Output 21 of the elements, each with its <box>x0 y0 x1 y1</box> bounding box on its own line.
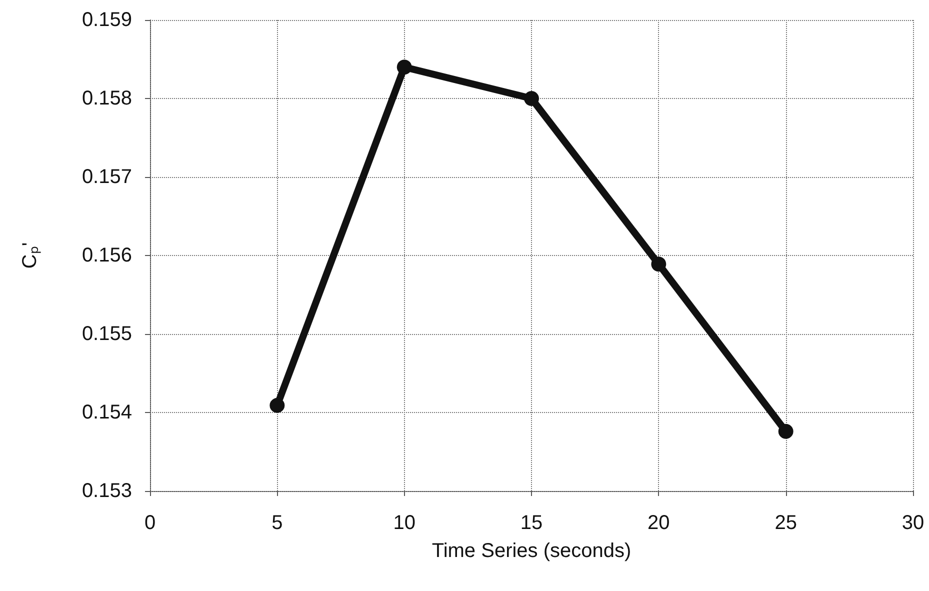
x-tick-label: 10 <box>393 512 416 534</box>
x-axis-title: Time Series (seconds) <box>432 540 632 562</box>
point <box>396 60 412 75</box>
x-tick-label: 15 <box>520 512 543 534</box>
y-axis-title: Cₚ' <box>19 242 41 269</box>
point <box>778 424 794 439</box>
y-tick-label: 0.155 <box>82 323 132 345</box>
x-tick-label: 30 <box>902 512 924 534</box>
x-tick-label: 25 <box>774 512 797 534</box>
y-tick-label: 0.154 <box>82 402 132 424</box>
x-tick-label: 20 <box>648 512 670 534</box>
y-tick-label: 0.157 <box>82 166 132 188</box>
point <box>524 91 539 106</box>
y-tick-label: 0.153 <box>82 480 132 502</box>
point <box>651 256 666 272</box>
x-tick-label: 0 <box>144 512 156 534</box>
y-tick-label: 0.158 <box>82 88 132 110</box>
y-tick-label: 0.159 <box>82 9 132 31</box>
x-tick-label: 5 <box>272 512 283 534</box>
point <box>270 398 285 413</box>
y-tick-label: 0.156 <box>82 244 132 266</box>
